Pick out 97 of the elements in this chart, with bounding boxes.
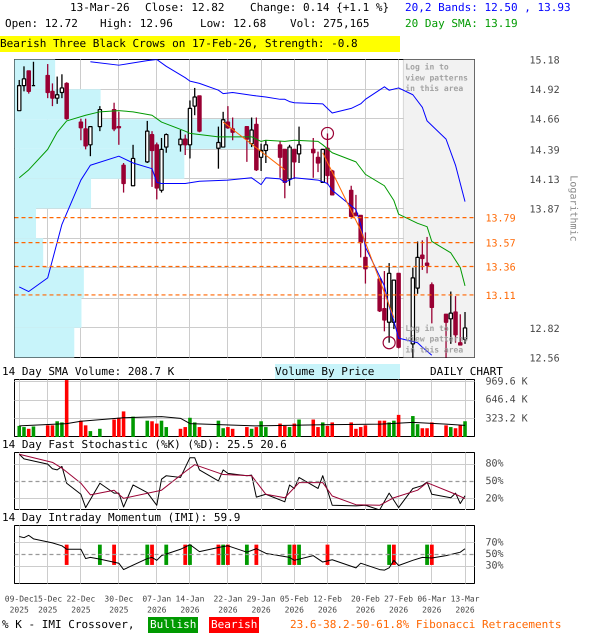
- y-tick-label: 15.18: [530, 56, 560, 66]
- ref-line-label: 13.79: [486, 214, 516, 225]
- y-tick-label: 70%: [486, 537, 504, 548]
- text: Open: 12.72: [5, 16, 78, 32]
- bar: [396, 414, 400, 437]
- text: High: 12.96: [100, 16, 173, 32]
- candlestick: [244, 126, 250, 163]
- bar: [463, 421, 467, 437]
- candlestick: [98, 105, 102, 132]
- bar: [292, 424, 296, 437]
- candlestick: [430, 282, 434, 324]
- bar: [254, 427, 258, 437]
- text: 13-Mar-26: [70, 0, 130, 16]
- candlestick: [121, 162, 126, 194]
- y-tick-label: 323.2 K: [486, 413, 528, 424]
- x-tick-label: 30-Dec 2025: [104, 594, 134, 614]
- x-tick-label: 13-Mar 2026: [450, 594, 480, 614]
- bar: [32, 426, 36, 437]
- bar: [444, 425, 448, 437]
- chart-title: 14 Day SMA Volume: 208.7 K: [2, 364, 174, 380]
- candlestick: [182, 134, 188, 156]
- bar: [320, 422, 325, 437]
- x-tick-label: 15-Dec 2025: [33, 594, 62, 614]
- candlestick: [420, 240, 425, 271]
- x-tick-label: 20-Feb 2026: [350, 594, 380, 614]
- text: DAILY CHART: [430, 364, 503, 378]
- text: Bearish: [209, 617, 260, 633]
- text: Bullish: [148, 617, 198, 633]
- text: 20,2 Bands: 12.50 , 13.93: [405, 0, 571, 16]
- candlestick: [83, 118, 88, 150]
- x-tick-label: 22-Jan 2026: [213, 594, 243, 614]
- x-tick-label: 06-Mar 2026: [417, 594, 446, 614]
- x-tick-label: 14-Jan 2026: [176, 594, 205, 614]
- text: Low: 12.68: [200, 16, 266, 32]
- bar: [131, 416, 135, 437]
- y-tick-label: 14.39: [530, 145, 560, 156]
- text: Vol: 275,165: [290, 16, 370, 32]
- y-tick-label: 13.87: [530, 204, 560, 216]
- candlestick: [296, 126, 302, 164]
- x-tick-label: 22-Dec 2025: [66, 594, 96, 614]
- ref-line-label: 13.11: [486, 290, 516, 302]
- y-tick-label: 14.13: [530, 174, 560, 186]
- text: Bearish Three Black Crows on 17-Feb-26, Strength: -0.8: [0, 36, 400, 52]
- y-tick-label: 14.92: [530, 85, 560, 96]
- line-series: [90, 60, 466, 202]
- line-series: [18, 416, 466, 426]
- bar: [288, 427, 292, 437]
- bar: [64, 380, 68, 437]
- y-tick-label: 12.56: [530, 354, 560, 364]
- candlestick: [78, 118, 84, 141]
- ref-line-label: 13.36: [486, 262, 516, 274]
- y-tick-label: 20%: [486, 493, 504, 504]
- band-label: Log in to view patterns in this area: [405, 62, 468, 94]
- y-tick-label: 969.6 K: [486, 376, 528, 388]
- text: % K - IMI Crossover,: [2, 617, 134, 633]
- y-tick-label: 12.82: [530, 324, 560, 335]
- y-tick-label: 50%: [486, 549, 504, 560]
- chart-title: 14 Day Fast Stochastic (%K) (%D): 25.5 20.6: [2, 437, 287, 453]
- y-tick-label: 50%: [486, 476, 504, 487]
- bar: [88, 431, 92, 437]
- text: Change: 0.14 {+1.1 %}: [250, 0, 390, 16]
- y-tick-label: 30%: [486, 560, 504, 572]
- bar: [198, 427, 202, 437]
- candlestick: [26, 70, 31, 94]
- x-tick-label: 05-Feb 2026: [280, 594, 309, 614]
- candlestick: [424, 236, 430, 274]
- bar: [98, 428, 102, 437]
- bar: [245, 427, 249, 437]
- text: 20 Day SMA: 13.19: [405, 16, 518, 32]
- bar: [250, 428, 254, 437]
- chart-title: 14 Day Intraday Momentum (IMI): 59.9: [2, 510, 240, 526]
- x-tick-label: 09-Dec 2025: [4, 594, 34, 614]
- bar: [146, 420, 150, 437]
- candlestick: [192, 87, 197, 116]
- candlestick: [292, 148, 297, 180]
- text: Volume By Price: [275, 364, 400, 380]
- candlestick: [363, 232, 368, 284]
- bar: [449, 427, 453, 437]
- x-tick-label: 27-Feb 2026: [384, 594, 414, 614]
- y-tick-label: 80%: [486, 458, 504, 470]
- x-tick-label: 07-Jan 2026: [142, 594, 172, 614]
- candlestick: [88, 126, 93, 157]
- y-axis-title: Logarithmic: [568, 175, 579, 242]
- x-tick-label: 29-Jan 2026: [246, 594, 276, 614]
- text: Close: 12.82: [145, 0, 224, 16]
- y-tick-label: 14.66: [530, 114, 560, 126]
- bar: [297, 420, 301, 437]
- ref-line-label: 13.57: [486, 238, 516, 250]
- candlestick: [178, 129, 183, 152]
- line-series: [18, 534, 466, 571]
- candlestick: [249, 116, 254, 148]
- line-series: [18, 110, 466, 286]
- x-tick-label: 12-Feb 2026: [313, 594, 342, 614]
- y-tick-label: 646.4 K: [486, 394, 528, 406]
- bar: [458, 425, 462, 437]
- text: 23.6-38.2-50-61.8% Fibonacci Retracements: [290, 617, 562, 633]
- bar: [26, 428, 31, 437]
